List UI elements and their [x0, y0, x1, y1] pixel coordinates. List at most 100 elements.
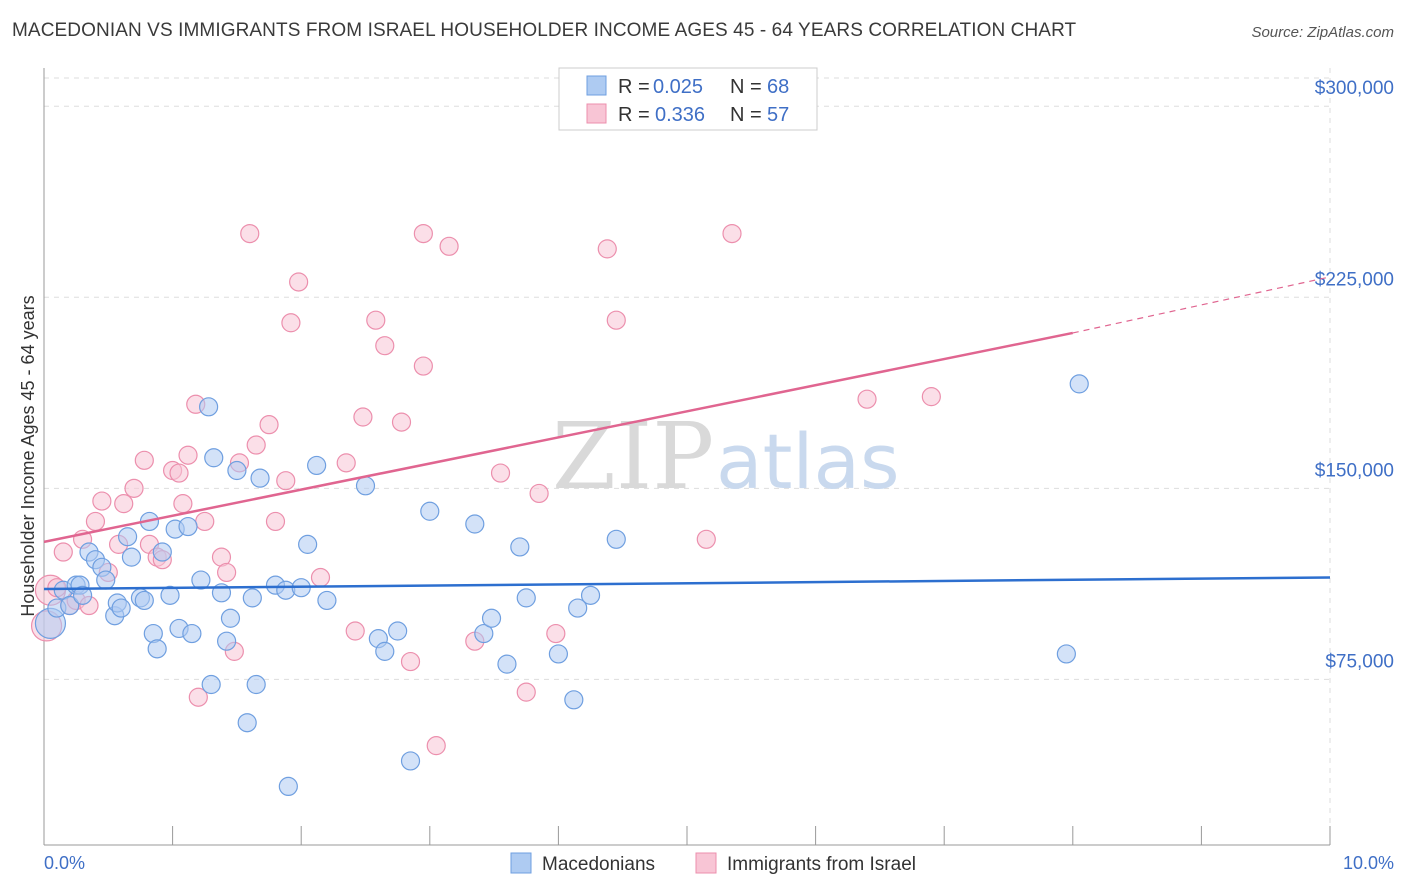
legend-swatch-israel	[586, 103, 607, 124]
series-macedonians-points	[34, 374, 1089, 797]
point-macedonians-53	[474, 623, 494, 644]
point-israel-44	[426, 736, 446, 756]
trend-line-israel-extension	[1072, 276, 1331, 334]
point-macedonians-27	[191, 570, 211, 590]
point-macedonians-10	[96, 570, 116, 590]
legend-n-label-1: N =	[730, 76, 762, 98]
series-legend: Macedonians Immigrants from Israel	[510, 852, 916, 875]
point-macedonians-34	[227, 460, 247, 481]
watermark-atlas: atlas	[716, 417, 900, 506]
point-macedonians-48	[375, 641, 395, 661]
point-macedonians-22	[160, 585, 180, 605]
trend-line-macedonians	[43, 576, 1331, 591]
point-israel-31	[265, 511, 286, 532]
y-tick-label-0: $75,000	[1325, 651, 1394, 672]
point-israel-52	[696, 529, 716, 549]
point-macedonians-33	[220, 608, 241, 628]
point-israel-34	[289, 272, 309, 292]
point-israel-14	[134, 450, 154, 470]
point-israel-57	[413, 223, 433, 244]
point-macedonians-21	[152, 542, 172, 562]
point-macedonians-20	[147, 639, 167, 659]
y-axis-title: Householder Income Ages 45 - 64 years	[18, 295, 38, 616]
point-israel-49	[529, 483, 549, 504]
point-israel-42	[400, 651, 421, 672]
point-israel-12	[114, 494, 134, 514]
point-israel-29	[246, 435, 266, 455]
y-tick-label-1: $150,000	[1315, 460, 1394, 481]
point-macedonians-6	[72, 585, 93, 605]
point-israel-51	[606, 310, 626, 330]
legend-r-value-1: 0.025	[653, 76, 703, 98]
point-israel-45	[439, 236, 459, 256]
y-tick-labels: $75,000 $150,000 $225,000 $300,000	[1315, 78, 1394, 672]
point-macedonians-28	[199, 397, 219, 417]
point-israel-39	[366, 310, 386, 330]
point-macedonians-44	[307, 455, 327, 476]
legend-r-label-1: R =	[618, 76, 650, 98]
point-israel-21	[178, 445, 198, 465]
point-macedonians-3	[60, 595, 80, 616]
point-israel-37	[345, 621, 365, 641]
point-macedonians-37	[246, 674, 266, 695]
legend-r-value-2: 0.336	[655, 104, 705, 126]
point-macedonians-43	[298, 534, 318, 554]
point-macedonians-17	[134, 590, 154, 611]
point-macedonians-15	[121, 547, 142, 567]
point-macedonians-56	[510, 537, 530, 557]
point-israel-58	[597, 239, 617, 259]
point-macedonians-35	[237, 713, 257, 733]
legend-n-value-1: 68	[767, 76, 789, 98]
point-macedonians-63	[1056, 644, 1076, 664]
point-israel-40	[375, 336, 395, 356]
point-israel-30	[259, 415, 279, 435]
trend-lines	[43, 276, 1331, 591]
point-israel-53	[722, 223, 742, 244]
point-macedonians-49	[388, 621, 408, 641]
point-israel-35	[310, 567, 331, 588]
point-macedonians-50	[400, 751, 421, 771]
series-legend-swatch-israel	[695, 852, 717, 874]
point-israel-48	[516, 682, 536, 702]
point-macedonians-41	[278, 776, 298, 797]
point-israel-26	[217, 562, 237, 583]
point-macedonians-57	[516, 588, 536, 608]
point-israel-23	[188, 687, 208, 707]
point-macedonians-59	[564, 690, 584, 710]
point-israel-32	[276, 471, 296, 491]
trend-line-israel	[43, 331, 1074, 544]
watermark-zip: ZIP	[552, 403, 714, 510]
point-israel-56	[240, 223, 260, 244]
point-israel-47	[490, 463, 511, 483]
chart-title: MACEDONIAN VS IMMIGRANTS FROM ISRAEL HOU…	[12, 20, 1077, 41]
point-macedonians-51	[420, 501, 440, 521]
point-israel-38	[353, 407, 373, 427]
point-israel-41	[391, 412, 412, 432]
point-macedonians-32	[217, 631, 237, 651]
series-legend-label-macedonians: Macedonians	[542, 854, 655, 875]
point-macedonians-45	[317, 590, 337, 611]
axes	[43, 68, 1331, 846]
source-label: Source: ZipAtlas.com	[1251, 24, 1394, 41]
point-israel-54	[857, 389, 877, 409]
y-tick-label-2: $225,000	[1315, 269, 1394, 290]
point-macedonians-25	[178, 516, 198, 537]
point-israel-43	[413, 356, 433, 376]
point-macedonians-55	[497, 654, 517, 674]
point-macedonians-61	[580, 585, 601, 605]
point-macedonians-54	[481, 608, 502, 628]
point-macedonians-38	[250, 468, 270, 488]
point-macedonians-46	[355, 476, 376, 496]
stats-legend: R = 0.025 N = 68 R = 0.336 N = 57	[558, 67, 818, 131]
point-israel-8	[85, 511, 106, 532]
point-israel-13	[124, 478, 144, 498]
series-legend-label-israel: Immigrants from Israel	[727, 854, 916, 875]
point-macedonians-13	[111, 598, 131, 618]
y-tick-label-3: $300,000	[1315, 78, 1394, 99]
point-macedonians-29	[201, 674, 221, 695]
point-israel-19	[169, 463, 189, 483]
point-macedonians-36	[242, 588, 262, 608]
legend-swatch-macedonians	[586, 75, 607, 96]
point-macedonians-52	[465, 514, 485, 534]
